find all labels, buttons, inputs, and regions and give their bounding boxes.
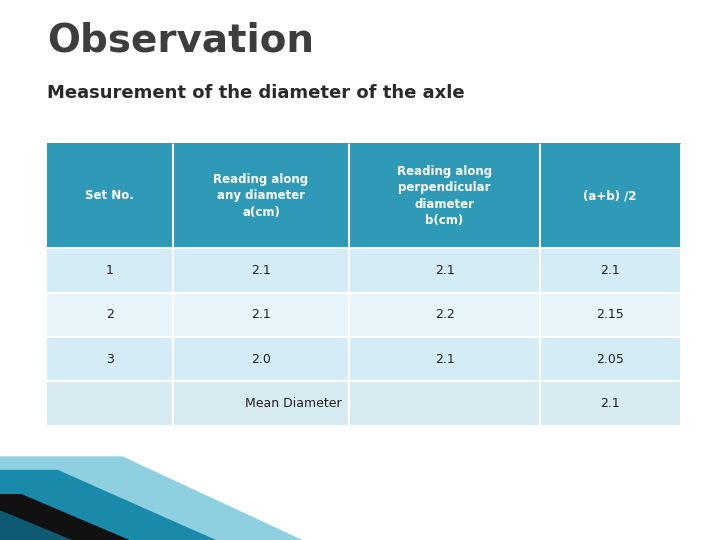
Text: 2.1: 2.1 — [435, 353, 454, 366]
Bar — [47, 143, 173, 248]
Text: Reading along
any diameter
a(cm): Reading along any diameter a(cm) — [213, 173, 309, 219]
Text: 2.2: 2.2 — [435, 308, 454, 321]
Polygon shape — [0, 510, 72, 540]
Polygon shape — [0, 470, 216, 540]
Bar — [47, 248, 680, 293]
Bar — [47, 293, 680, 337]
Text: 2: 2 — [106, 308, 114, 321]
Text: Set No.: Set No. — [86, 189, 134, 202]
Text: 2.05: 2.05 — [596, 353, 624, 366]
Text: Measurement of the diameter of the axle: Measurement of the diameter of the axle — [47, 84, 464, 102]
Text: 3: 3 — [106, 353, 114, 366]
Text: 2.1: 2.1 — [251, 308, 271, 321]
Bar — [47, 337, 680, 381]
Text: 2.15: 2.15 — [596, 308, 624, 321]
Text: Reading along
perpendicular
diameter
b(cm): Reading along perpendicular diameter b(c… — [397, 165, 492, 227]
Text: 1: 1 — [106, 264, 114, 277]
Text: 2.1: 2.1 — [251, 264, 271, 277]
Bar — [47, 381, 680, 426]
Polygon shape — [0, 494, 130, 540]
Text: 2.1: 2.1 — [600, 397, 620, 410]
Text: 2.1: 2.1 — [600, 264, 620, 277]
Text: 2.0: 2.0 — [251, 353, 271, 366]
Text: 2.1: 2.1 — [435, 264, 454, 277]
Polygon shape — [0, 456, 302, 540]
Text: Observation: Observation — [47, 22, 314, 59]
Bar — [540, 143, 680, 248]
Text: (a+b) /2: (a+b) /2 — [583, 189, 637, 202]
Bar — [349, 143, 540, 248]
Bar — [173, 143, 349, 248]
Text: Mean Diameter: Mean Diameter — [245, 397, 342, 410]
